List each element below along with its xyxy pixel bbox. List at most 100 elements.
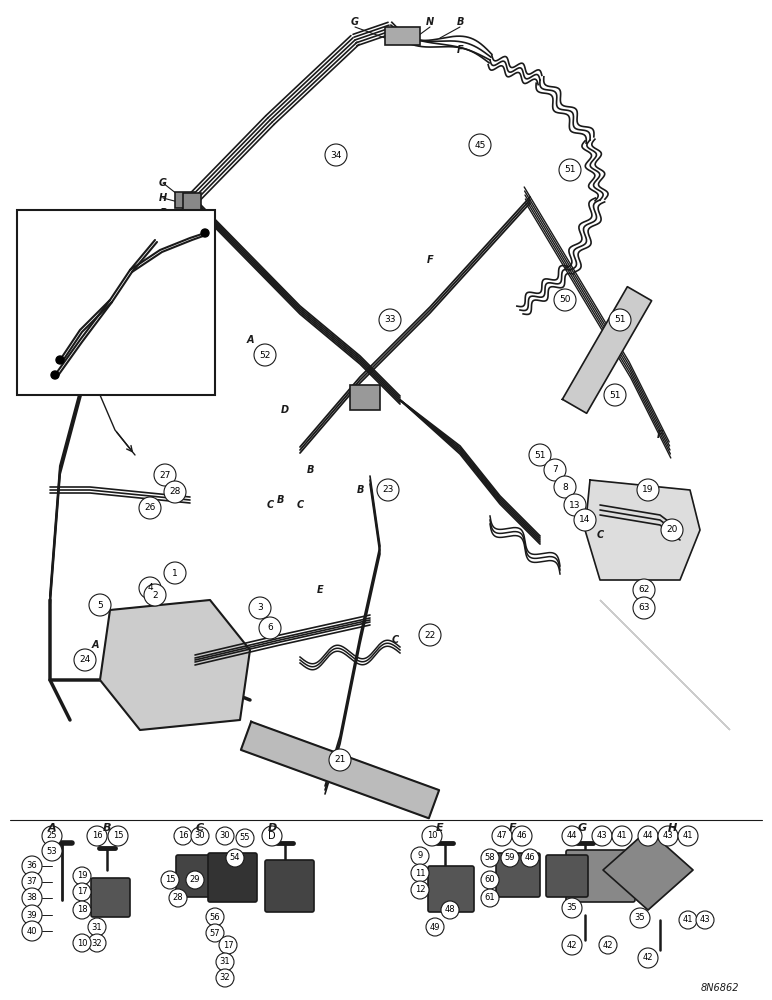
Circle shape <box>73 883 91 901</box>
Text: B: B <box>103 823 111 833</box>
Circle shape <box>422 826 442 846</box>
Circle shape <box>562 898 582 918</box>
Text: 17: 17 <box>76 888 87 896</box>
Text: B: B <box>357 485 364 495</box>
Circle shape <box>377 479 399 501</box>
Circle shape <box>206 924 224 942</box>
Text: 53: 53 <box>46 846 57 856</box>
Text: 62: 62 <box>638 585 650 594</box>
Circle shape <box>604 384 626 406</box>
Text: 58: 58 <box>485 854 496 862</box>
Circle shape <box>637 479 659 501</box>
Circle shape <box>254 344 276 366</box>
Text: 19: 19 <box>642 486 654 494</box>
Text: 44: 44 <box>567 832 577 840</box>
Circle shape <box>73 867 91 885</box>
Text: 34: 34 <box>330 150 342 159</box>
Polygon shape <box>562 287 652 413</box>
Bar <box>350 385 380 410</box>
Polygon shape <box>241 722 439 818</box>
Text: F: F <box>657 430 663 440</box>
Text: 9: 9 <box>418 852 422 860</box>
Text: B: B <box>456 17 464 27</box>
Text: 41: 41 <box>617 832 627 840</box>
Text: F: F <box>457 45 463 55</box>
Text: F: F <box>427 255 433 265</box>
Text: A: A <box>91 640 99 650</box>
Circle shape <box>42 841 62 861</box>
Text: E: E <box>317 585 323 595</box>
Circle shape <box>411 881 429 899</box>
Text: 26: 26 <box>144 504 156 512</box>
Text: 41: 41 <box>682 832 693 840</box>
FancyBboxPatch shape <box>546 855 588 897</box>
Circle shape <box>219 936 237 954</box>
FancyBboxPatch shape <box>176 855 218 897</box>
Text: 46: 46 <box>525 854 535 862</box>
Text: 10: 10 <box>76 938 87 948</box>
Circle shape <box>51 371 59 379</box>
Circle shape <box>259 617 281 639</box>
Circle shape <box>521 849 539 867</box>
Text: 26A: 26A <box>112 273 128 282</box>
Circle shape <box>186 871 204 889</box>
FancyBboxPatch shape <box>208 853 257 902</box>
Circle shape <box>441 901 459 919</box>
Text: B: B <box>306 465 313 475</box>
Circle shape <box>379 309 401 331</box>
FancyBboxPatch shape <box>428 866 474 912</box>
Circle shape <box>161 871 179 889</box>
Circle shape <box>154 464 176 486</box>
Text: N: N <box>426 17 434 27</box>
Text: 30: 30 <box>195 832 205 840</box>
Text: 5: 5 <box>97 600 103 609</box>
Circle shape <box>562 935 582 955</box>
Text: 17: 17 <box>222 940 233 950</box>
Circle shape <box>559 159 581 181</box>
Circle shape <box>42 826 62 846</box>
Text: H: H <box>667 823 676 833</box>
Bar <box>175 192 195 208</box>
Text: 4: 4 <box>147 584 153 592</box>
Circle shape <box>249 597 271 619</box>
Text: 57: 57 <box>210 928 220 938</box>
Text: 8: 8 <box>562 483 568 491</box>
Circle shape <box>633 597 655 619</box>
Circle shape <box>554 289 576 311</box>
Text: B: B <box>159 208 167 218</box>
Text: 21: 21 <box>334 756 346 764</box>
Circle shape <box>236 829 254 847</box>
Circle shape <box>164 481 186 503</box>
Circle shape <box>678 826 698 846</box>
Circle shape <box>139 577 161 599</box>
Text: 49: 49 <box>430 922 440 932</box>
Circle shape <box>630 908 650 928</box>
Circle shape <box>658 826 678 846</box>
Text: 22: 22 <box>425 631 435 640</box>
Text: 31: 31 <box>220 958 230 966</box>
Circle shape <box>679 911 697 929</box>
Circle shape <box>169 889 187 907</box>
Circle shape <box>329 749 351 771</box>
Circle shape <box>469 134 491 156</box>
Circle shape <box>139 497 161 519</box>
Circle shape <box>492 826 512 846</box>
Circle shape <box>599 936 617 954</box>
Circle shape <box>87 826 107 846</box>
Text: 61: 61 <box>485 894 496 902</box>
Text: 51: 51 <box>615 316 626 324</box>
Text: 16: 16 <box>92 832 103 840</box>
FancyBboxPatch shape <box>91 878 130 917</box>
Text: D: D <box>267 823 276 833</box>
Circle shape <box>325 144 347 166</box>
Circle shape <box>481 871 499 889</box>
Text: 16: 16 <box>178 832 188 840</box>
Text: 8N6862: 8N6862 <box>701 983 740 993</box>
Circle shape <box>501 849 519 867</box>
Text: 32: 32 <box>220 974 230 982</box>
Text: D: D <box>268 831 276 841</box>
Circle shape <box>216 953 234 971</box>
Text: 3: 3 <box>257 603 263 612</box>
Text: 63: 63 <box>638 603 650 612</box>
Text: 45: 45 <box>474 140 486 149</box>
